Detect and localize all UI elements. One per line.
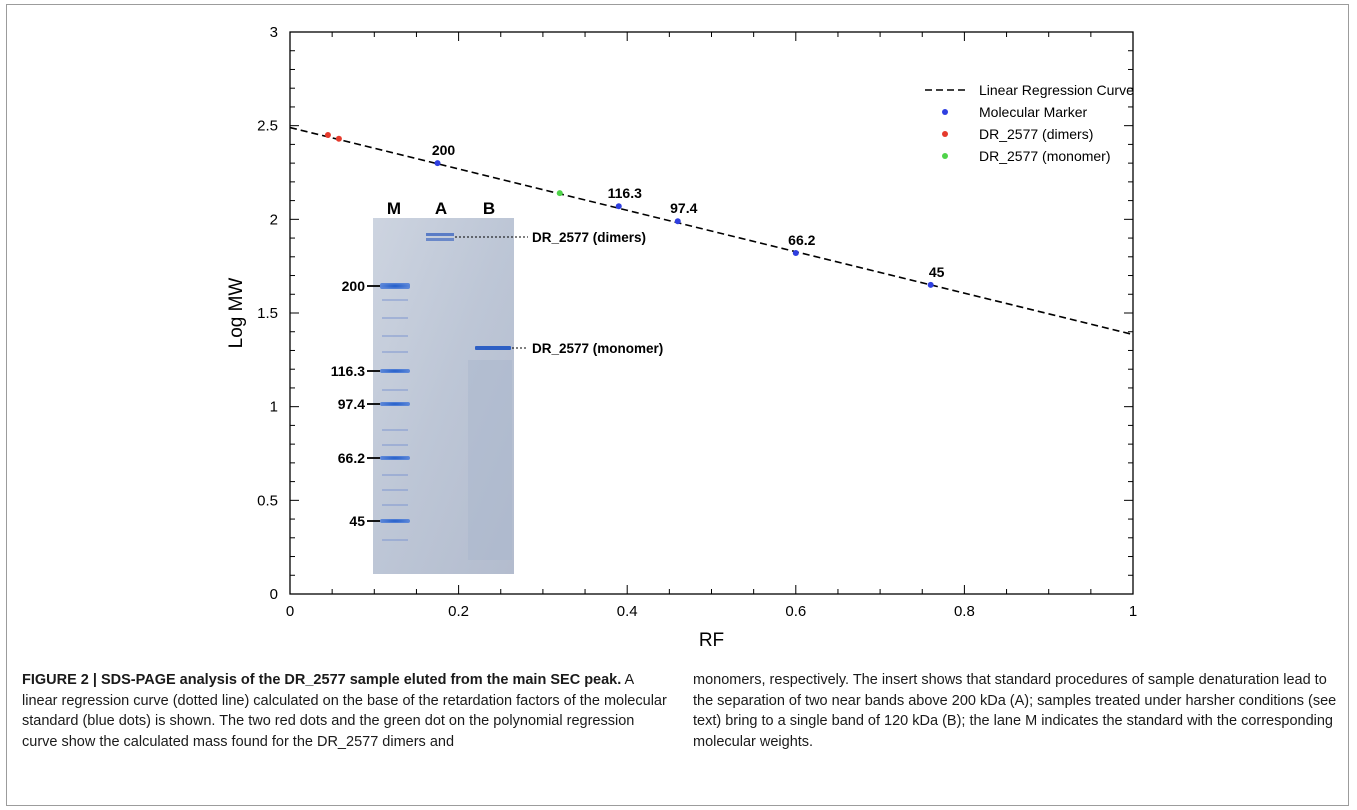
gel-band-monomer [475, 346, 511, 350]
gel-lane-label-m: M [387, 199, 401, 218]
y-tick-label: 2 [270, 211, 278, 228]
marker-point-label: 200 [432, 142, 456, 158]
marker-point-label: 97.4 [670, 200, 697, 216]
y-tick-label: 0.5 [257, 492, 278, 509]
gel-faint-band [382, 299, 408, 301]
regression-line [289, 126, 1134, 336]
gel-smear-lane-b [468, 360, 512, 560]
marker-point-label: 66.2 [788, 232, 815, 248]
legend-label: DR_2577 (monomer) [979, 148, 1111, 164]
caption-text-right: monomers, respectively. The insert shows… [693, 672, 1337, 750]
y-tick-label: 1.5 [257, 305, 278, 322]
caption-text-left: A linear regression curve (dotted line) … [22, 672, 667, 750]
y-tick-label: 2.5 [257, 118, 278, 135]
gel-marker-band [380, 402, 410, 406]
legend-dot-swatch [942, 131, 948, 137]
x-tick-label: 1 [1129, 603, 1137, 620]
y-axis-label: Log MW [226, 278, 247, 349]
gel-band-label: DR_2577 (dimers) [532, 230, 646, 245]
x-tick-label: 0 [286, 603, 294, 620]
point-series-0 [927, 281, 934, 288]
caption-right: monomers, respectively. The insert shows… [693, 670, 1343, 752]
gel-faint-band [382, 351, 408, 353]
gel-marker-label: 66.2 [338, 450, 365, 466]
gel-faint-band [382, 317, 408, 319]
point-series-1 [335, 135, 342, 142]
gel-lane-label-b: B [483, 199, 495, 218]
caption-label: FIGURE 2 | SDS-PAGE analysis of the DR_2… [22, 672, 622, 688]
figure-area: 0 0.2 0.4 0.6 0.8 1 0 0.5 1 1.5 2 2.5 3 RF Log MW M A B 2… [22, 24, 1336, 750]
gel-marker-band [380, 369, 410, 373]
y-tick-label: 0 [270, 586, 278, 603]
gel-faint-band [382, 539, 408, 541]
point-series-0 [434, 160, 441, 167]
legend-label: Linear Regression Curve [979, 82, 1134, 98]
y-tick-label: 1 [270, 399, 278, 416]
y-tick-label: 3 [270, 24, 278, 41]
point-series-0 [674, 218, 681, 225]
point-series-1 [324, 132, 331, 139]
x-tick-label: 0.6 [785, 603, 806, 620]
x-tick-label: 0.2 [448, 603, 469, 620]
legend-dot-swatch [942, 153, 948, 159]
gel-marker-label: 200 [342, 278, 366, 294]
legend-label: Molecular Marker [979, 104, 1087, 120]
gel-faint-band [382, 389, 408, 391]
regression-chart: 0 0.2 0.4 0.6 0.8 1 0 0.5 1 1.5 2 2.5 3 RF Log MW M A B 2… [226, 24, 1137, 651]
gel-faint-band [382, 335, 408, 337]
figure-frame [6, 4, 1349, 806]
marker-point-label: 45 [929, 264, 945, 280]
gel-image [373, 218, 514, 574]
gel-marker-label: 116.3 [331, 363, 365, 379]
point-series-0 [615, 203, 622, 210]
x-tick-label: 0.4 [617, 603, 638, 620]
gel-marker-band [380, 283, 410, 289]
gel-marker-band [380, 456, 410, 460]
gel-band-dimer-2 [426, 238, 454, 241]
gel-marker-label: 45 [349, 513, 365, 529]
gel-marker-label: 97.4 [338, 396, 365, 412]
gel-band-label: DR_2577 (monomer) [532, 341, 663, 356]
legend-dot-swatch [942, 109, 948, 115]
gel-band-dimer-1 [426, 233, 454, 236]
gel-faint-band [382, 504, 408, 506]
caption-left: FIGURE 2 | SDS-PAGE analysis of the DR_2… [22, 670, 672, 752]
gel-marker-band [380, 519, 410, 523]
x-axis-label: RF [699, 630, 724, 651]
point-series-2 [556, 190, 563, 197]
gel-faint-band [382, 489, 408, 491]
gel-lane-label-a: A [435, 199, 447, 218]
point-series-0 [792, 250, 799, 257]
gel-faint-band [382, 444, 408, 446]
gel-faint-band [382, 474, 408, 476]
gel-faint-band [382, 429, 408, 431]
marker-point-label: 116.3 [608, 185, 642, 201]
x-tick-label: 0.8 [954, 603, 975, 620]
legend-label: DR_2577 (dimers) [979, 126, 1093, 142]
